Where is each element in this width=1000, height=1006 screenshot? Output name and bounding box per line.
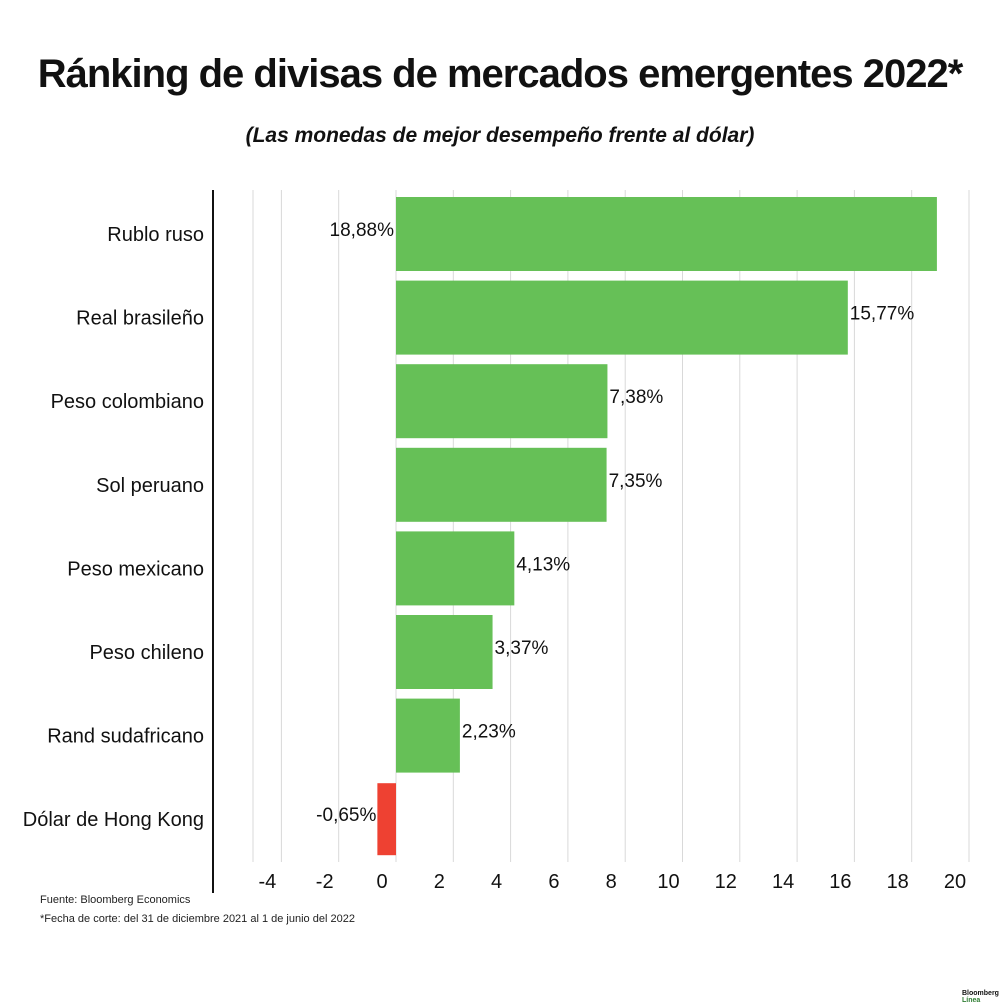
- x-tick-label: 14: [772, 871, 794, 893]
- data-label: 18,88%: [330, 220, 395, 241]
- x-tick-label: 12: [715, 871, 737, 893]
- x-tick-label: -2: [316, 871, 334, 893]
- data-label: 4,13%: [516, 554, 570, 575]
- data-label: 2,23%: [462, 722, 516, 743]
- chart-subtitle: (Las monedas de mejor desempeño frente a…: [245, 124, 755, 147]
- brand-logo: Bloomberg Línea: [962, 990, 999, 1004]
- x-tick-label: -4: [259, 871, 277, 893]
- chart-title: Ránking de divisas de mercados emergente…: [37, 52, 964, 96]
- bar: [377, 783, 396, 856]
- data-label: 7,35%: [609, 471, 663, 492]
- x-tick-label: 10: [657, 871, 679, 893]
- bar: [396, 698, 460, 773]
- category-label: Peso chileno: [89, 642, 204, 664]
- data-label: 7,38%: [609, 387, 663, 408]
- bar: [396, 364, 608, 439]
- data-label: 3,37%: [495, 638, 549, 659]
- bar: [396, 531, 515, 606]
- bar: [396, 197, 937, 271]
- category-label: Peso mexicano: [67, 558, 204, 580]
- bar: [396, 615, 493, 689]
- category-label: Sol peruano: [96, 475, 204, 497]
- source-note: Fuente: Bloomberg Economics: [40, 894, 191, 906]
- brand-name: Bloomberg: [962, 990, 999, 997]
- category-label: Rand sudafricano: [47, 726, 204, 748]
- x-tick-label: 4: [491, 871, 502, 893]
- data-label: -0,65%: [316, 805, 376, 826]
- x-tick-label: 6: [548, 871, 559, 893]
- x-tick-label: 2: [434, 871, 445, 893]
- footnote: *Fecha de corte: del 31 de diciembre 202…: [40, 913, 355, 925]
- bar: [396, 447, 607, 522]
- x-tick-label: 18: [887, 871, 909, 893]
- category-label: Real brasileño: [76, 308, 204, 330]
- data-label: 15,77%: [850, 304, 915, 325]
- bar: [396, 280, 848, 355]
- x-tick-label: 20: [944, 871, 966, 893]
- category-label: Rublo ruso: [107, 224, 204, 246]
- category-label: Peso colombiano: [51, 391, 204, 413]
- x-tick-label: 8: [606, 871, 617, 893]
- x-tick-label: 16: [829, 871, 851, 893]
- x-tick-label: 0: [376, 871, 387, 893]
- category-label: Dólar de Hong Kong: [23, 809, 204, 831]
- brand-sub: Línea: [962, 997, 981, 1004]
